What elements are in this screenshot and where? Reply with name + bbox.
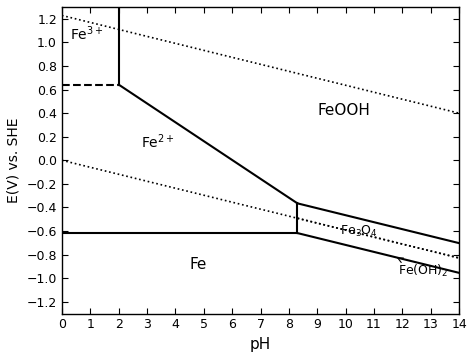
- Y-axis label: E(V) vs. SHE: E(V) vs. SHE: [7, 117, 21, 203]
- Text: FeOOH: FeOOH: [317, 103, 370, 118]
- Text: Fe$^{3+}$: Fe$^{3+}$: [70, 24, 104, 43]
- X-axis label: pH: pH: [250, 337, 271, 352]
- Text: Fe: Fe: [190, 257, 207, 272]
- Text: Fe$_3$O$_4$: Fe$_3$O$_4$: [340, 224, 378, 239]
- Text: Fe(OH)$_2$: Fe(OH)$_2$: [398, 258, 449, 279]
- Text: Fe$^{2+}$: Fe$^{2+}$: [141, 133, 175, 151]
